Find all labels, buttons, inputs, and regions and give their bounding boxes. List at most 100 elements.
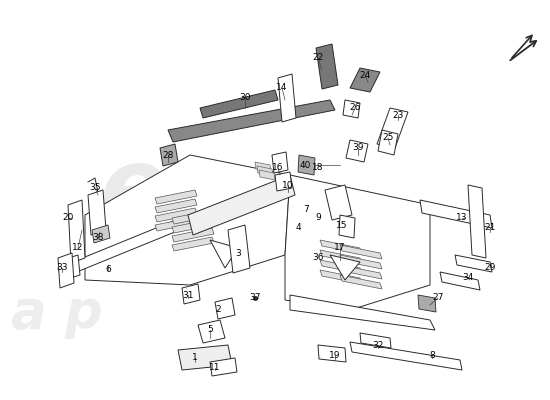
Text: 36: 36	[312, 254, 324, 262]
Polygon shape	[320, 270, 362, 284]
Text: 7: 7	[303, 206, 309, 214]
Polygon shape	[58, 253, 74, 288]
Text: 28: 28	[162, 150, 174, 160]
Text: 18: 18	[312, 164, 324, 172]
Text: 20: 20	[62, 214, 74, 222]
Text: 13: 13	[456, 214, 468, 222]
Polygon shape	[350, 342, 462, 370]
Polygon shape	[210, 358, 237, 376]
Polygon shape	[377, 108, 408, 148]
Text: 29: 29	[485, 264, 496, 272]
Text: 1: 1	[192, 354, 198, 362]
Text: 25: 25	[382, 134, 394, 142]
Text: 39: 39	[352, 144, 364, 152]
Text: 27: 27	[432, 294, 444, 302]
Polygon shape	[200, 90, 278, 118]
Polygon shape	[316, 44, 338, 89]
Polygon shape	[155, 217, 197, 231]
Polygon shape	[272, 152, 288, 173]
Text: 35: 35	[89, 184, 101, 192]
Text: 22: 22	[312, 54, 323, 62]
Polygon shape	[468, 185, 486, 258]
Text: 19: 19	[329, 350, 341, 360]
Text: 17: 17	[334, 244, 346, 252]
Polygon shape	[343, 100, 360, 118]
Polygon shape	[182, 284, 200, 304]
Polygon shape	[455, 255, 492, 272]
Polygon shape	[92, 225, 110, 243]
Text: 8: 8	[429, 350, 435, 360]
Polygon shape	[346, 140, 368, 162]
Text: eu: eu	[99, 144, 238, 241]
Text: 12: 12	[72, 244, 84, 252]
Polygon shape	[340, 265, 382, 279]
Text: 2: 2	[215, 306, 221, 314]
Polygon shape	[178, 345, 232, 370]
Polygon shape	[318, 345, 346, 362]
Text: 16: 16	[272, 164, 284, 172]
Text: 10: 10	[282, 180, 294, 190]
Polygon shape	[340, 275, 382, 289]
Polygon shape	[278, 74, 296, 122]
Polygon shape	[440, 272, 480, 290]
Polygon shape	[68, 200, 85, 263]
Text: 37: 37	[249, 294, 261, 302]
Text: 26: 26	[349, 104, 361, 112]
Text: 34: 34	[463, 274, 474, 282]
Polygon shape	[88, 190, 106, 235]
Text: 31: 31	[182, 290, 194, 300]
Text: 24: 24	[359, 70, 371, 80]
Text: 9: 9	[315, 214, 321, 222]
Text: 23: 23	[392, 110, 404, 120]
Polygon shape	[85, 155, 290, 285]
Polygon shape	[172, 228, 214, 242]
Polygon shape	[58, 215, 192, 278]
Polygon shape	[257, 166, 273, 176]
Text: 32: 32	[372, 340, 384, 350]
Text: 11: 11	[209, 364, 221, 372]
Polygon shape	[339, 215, 355, 238]
Polygon shape	[172, 210, 214, 224]
Polygon shape	[259, 170, 275, 180]
Polygon shape	[320, 260, 362, 274]
Text: 6: 6	[105, 266, 111, 274]
Text: 30: 30	[239, 94, 251, 102]
Polygon shape	[215, 298, 235, 319]
Polygon shape	[255, 162, 271, 172]
Polygon shape	[168, 100, 335, 142]
Polygon shape	[62, 255, 80, 280]
Polygon shape	[188, 175, 295, 235]
Text: 38: 38	[92, 234, 104, 242]
Polygon shape	[172, 219, 214, 233]
Polygon shape	[228, 225, 250, 273]
Polygon shape	[275, 172, 292, 191]
Polygon shape	[160, 144, 178, 166]
Polygon shape	[330, 255, 360, 280]
Polygon shape	[340, 255, 382, 269]
Polygon shape	[350, 68, 380, 92]
Polygon shape	[418, 295, 436, 312]
Polygon shape	[378, 130, 398, 155]
Text: 33: 33	[56, 264, 68, 272]
Text: 5: 5	[207, 326, 213, 334]
Text: 3: 3	[235, 248, 241, 258]
Polygon shape	[155, 190, 197, 204]
Polygon shape	[360, 333, 391, 348]
Polygon shape	[325, 185, 352, 220]
Text: 40: 40	[299, 160, 311, 170]
Polygon shape	[298, 155, 315, 175]
Text: 14: 14	[276, 84, 288, 92]
Text: e 1985: e 1985	[286, 253, 424, 287]
Polygon shape	[285, 175, 430, 310]
Text: 21: 21	[485, 224, 496, 232]
Polygon shape	[155, 208, 197, 222]
Text: 4: 4	[295, 224, 301, 232]
Polygon shape	[420, 200, 492, 228]
Polygon shape	[155, 199, 197, 213]
Polygon shape	[320, 250, 362, 264]
Polygon shape	[340, 245, 382, 259]
Polygon shape	[198, 320, 225, 343]
Polygon shape	[172, 237, 214, 251]
Polygon shape	[210, 240, 238, 268]
Polygon shape	[290, 295, 435, 330]
